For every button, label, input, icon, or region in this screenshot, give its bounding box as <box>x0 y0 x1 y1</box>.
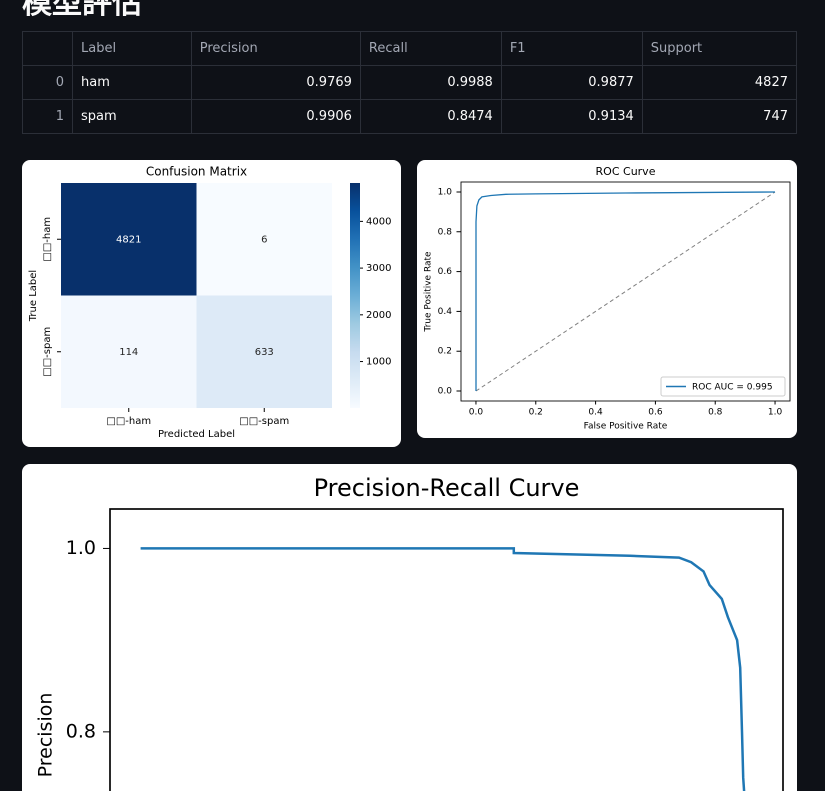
table-cell: 1 <box>22 99 73 134</box>
y-tick-label: 1.0 <box>438 187 453 197</box>
heatmap-cell <box>196 295 332 408</box>
colorbar-tick-label: 3000 <box>366 263 391 274</box>
y-tick-label: 0.8 <box>438 227 453 237</box>
y-tick-label: 0.6 <box>438 267 453 277</box>
table-cell: 0.9988 <box>359 65 502 100</box>
y-tick-label: 1.0 <box>66 537 96 559</box>
heatmap-cell <box>61 183 197 296</box>
x-axis-label: False Positive Rate <box>584 422 668 432</box>
metrics-table: Label Precision Recall F1 Support 0 ham 0.9769 0… <box>22 31 798 134</box>
table-cell: 0.9906 <box>190 99 361 134</box>
plot-frame <box>109 508 784 791</box>
x-tick-label: 0.8 <box>708 408 723 418</box>
colorbar-tick-label: 2000 <box>366 310 391 321</box>
y-tick-label: 0.2 <box>438 347 452 357</box>
table-cell: 0.8474 <box>359 99 502 134</box>
table-row: 1 spam 0.9906 0.8474 0.9134 747 <box>22 99 798 134</box>
roc-card: ROC Curve 0.0 0.2 0.4 0.6 0.8 1.0 0.0 0.2 0.4 0.6 0… <box>417 160 797 438</box>
confusion-matrix: Confusion Matrix 4821 6 114 633 □□-ham □□-spam… <box>28 165 391 441</box>
x-tick-label: 1.0 <box>768 408 783 418</box>
x-tick-label: 0.2 <box>529 408 543 418</box>
curve <box>140 547 746 791</box>
x-tick-label: □□-spam <box>239 416 289 427</box>
colorbar-tick-label: 4000 <box>366 216 391 227</box>
column-header <box>22 31 73 66</box>
table-cell: 0.9134 <box>500 99 643 134</box>
table-cell: 0 <box>22 65 73 100</box>
colorbar-tick-label: 1000 <box>366 357 391 368</box>
x-tick-label: □□-ham <box>106 416 151 427</box>
y-tick-label: □□-spam <box>42 327 53 377</box>
legend-box <box>660 376 786 397</box>
y-tick-label: 0.0 <box>438 387 453 397</box>
column-header: F1 <box>500 31 643 66</box>
cell-label: 6 <box>261 234 267 245</box>
table-cell: ham <box>72 65 192 100</box>
page-title: 模型評估 <box>22 0 142 21</box>
column-header: Recall <box>359 31 502 66</box>
curve <box>475 191 776 391</box>
x-axis-label: Predicted Label <box>158 429 235 440</box>
heatmap-cell <box>196 183 332 296</box>
column-header: Precision <box>190 31 361 66</box>
heatmap-cell <box>61 295 197 408</box>
chart-title: Precision-Recall Curve <box>314 474 580 502</box>
table-cell: 747 <box>641 99 798 134</box>
legend-label: ROC AUC = 0.995 <box>692 383 773 393</box>
chart-title: Confusion Matrix <box>146 165 247 179</box>
y-axis-label: True Positive Rate <box>424 251 434 333</box>
colorbar <box>350 183 360 408</box>
table-cell: 4827 <box>641 65 798 100</box>
table-cell: 0.9877 <box>500 65 643 100</box>
x-tick-label: 0.4 <box>588 408 603 418</box>
y-tick-label: 0.8 <box>66 720 96 742</box>
reference-line <box>475 191 776 392</box>
column-header: Support <box>641 31 798 66</box>
table-cell: 0.9769 <box>190 65 361 100</box>
y-axis-label: Precision <box>35 693 57 778</box>
x-tick-label: 0.0 <box>469 408 484 418</box>
cell-label: 633 <box>255 347 274 358</box>
cell-label: 114 <box>119 347 138 358</box>
x-tick-label: 0.6 <box>648 408 663 418</box>
column-header: Label <box>72 31 192 66</box>
y-tick-label: □□-ham <box>42 217 53 262</box>
cell-label: 4821 <box>116 234 141 245</box>
chart-title: ROC Curve <box>596 165 656 178</box>
table-cell: spam <box>72 99 192 134</box>
roc-chart: ROC Curve 0.0 0.2 0.4 0.6 0.8 1.0 0.0 0.2 0.4 0.6 0… <box>424 165 791 432</box>
plot-frame <box>460 181 791 402</box>
cm-card: Confusion Matrix 4821 6 114 633 □□-ham □□-spam… <box>22 160 401 447</box>
y-axis-label: True Label <box>28 270 39 322</box>
table-row: 0 ham 0.9769 0.9988 0.9877 4827 <box>22 65 798 100</box>
y-tick-label: 0.4 <box>438 307 453 317</box>
